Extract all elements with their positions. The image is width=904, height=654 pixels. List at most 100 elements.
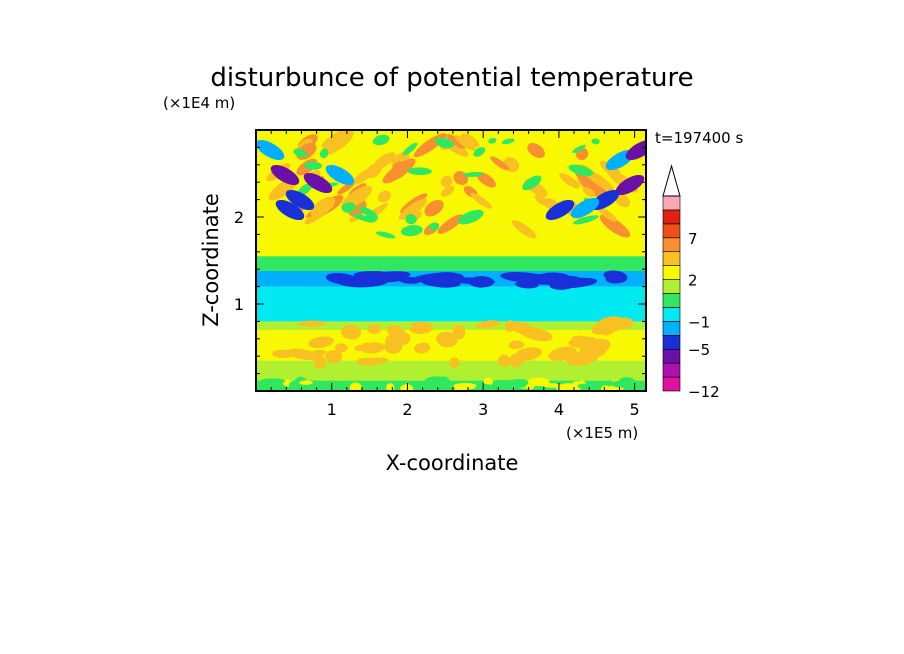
texture-warm-low bbox=[340, 324, 362, 340]
texture-warm bbox=[372, 152, 396, 170]
x-tick-label: 5 bbox=[630, 400, 640, 419]
texture-warm bbox=[490, 156, 509, 171]
texture-warm-low bbox=[308, 349, 327, 357]
texture-warm-low bbox=[361, 342, 385, 354]
field-band-1 bbox=[256, 360, 646, 381]
cold-lobe bbox=[325, 164, 355, 186]
texture-green bbox=[572, 215, 599, 225]
colorbar-swatch bbox=[662, 376, 681, 392]
texture-warm bbox=[476, 172, 496, 188]
texture-warm bbox=[599, 214, 631, 238]
texture-green bbox=[402, 142, 418, 156]
texture-bottom bbox=[260, 378, 286, 384]
texture-warm-low bbox=[409, 321, 434, 334]
texture-warm-low bbox=[566, 351, 596, 366]
colorbar-label: −12 bbox=[688, 383, 720, 401]
texture-bottom bbox=[299, 380, 313, 385]
cold-band bbox=[361, 271, 411, 283]
texture-warm-low bbox=[452, 324, 466, 340]
texture-warm-low bbox=[297, 320, 327, 327]
x-tick-label: 4 bbox=[554, 400, 564, 419]
texture-warm bbox=[398, 198, 428, 220]
time-label: t=197400 s bbox=[655, 129, 743, 147]
texture-green bbox=[293, 148, 308, 158]
cold-band bbox=[605, 272, 628, 284]
colorbar-swatch bbox=[662, 321, 681, 336]
x-tick-label: 1 bbox=[327, 400, 337, 419]
texture-bottom bbox=[453, 382, 478, 390]
x-tick-label: 3 bbox=[478, 400, 488, 419]
texture-bottom bbox=[474, 383, 496, 391]
colorbar-swatch bbox=[662, 265, 681, 280]
texture-green bbox=[405, 213, 417, 225]
cold-band bbox=[420, 276, 461, 288]
cold-lobe bbox=[570, 197, 600, 219]
texture-warm bbox=[597, 206, 617, 222]
texture-warm-low bbox=[325, 350, 343, 364]
texture-warm-low bbox=[334, 343, 348, 353]
texture-warm bbox=[461, 133, 480, 148]
texture-green bbox=[462, 172, 484, 177]
cold-band bbox=[450, 277, 496, 285]
texture-bottom bbox=[349, 382, 362, 391]
colorbar-swatch bbox=[662, 237, 681, 253]
texture-warm-low bbox=[613, 317, 634, 330]
field-band-4 bbox=[256, 286, 646, 322]
y-unit-label: (×1E4 m) bbox=[163, 94, 235, 112]
colorbar-swatch bbox=[662, 334, 681, 350]
texture-green bbox=[375, 231, 396, 239]
texture-warm bbox=[582, 186, 596, 198]
texture-green bbox=[319, 148, 329, 159]
texture-warm-low bbox=[508, 340, 525, 350]
texture-warm bbox=[615, 193, 631, 208]
texture-warm bbox=[377, 190, 391, 203]
texture-bottom bbox=[438, 376, 450, 386]
texture-warm-low bbox=[476, 320, 501, 329]
field-band-3 bbox=[256, 321, 646, 331]
colorbar-label: 2 bbox=[688, 272, 698, 290]
plot-frame bbox=[255, 129, 647, 392]
texture-bottom bbox=[577, 383, 595, 389]
cold-lobe bbox=[615, 174, 645, 196]
texture-warm bbox=[382, 158, 416, 184]
cold-lobe bbox=[256, 139, 285, 161]
cold-lobe bbox=[285, 189, 315, 211]
y-tick-label: 1 bbox=[234, 295, 244, 314]
y-tick-label: 2 bbox=[234, 208, 244, 227]
texture-warm-low bbox=[498, 354, 511, 367]
cold-lobe bbox=[545, 199, 575, 221]
colorbar-swatch bbox=[662, 209, 681, 225]
texture-green bbox=[568, 164, 594, 177]
colorbar-swatch bbox=[662, 195, 681, 211]
texture-green bbox=[341, 202, 356, 213]
texture-warm-low bbox=[436, 331, 458, 348]
texture-green bbox=[457, 209, 484, 225]
y-axis-label: Z-coordinate bbox=[199, 193, 223, 327]
colorbar-extend-arrow bbox=[662, 164, 681, 197]
chart-title: disturbunce of potential temperature bbox=[210, 63, 693, 93]
x-tick-label: 2 bbox=[402, 400, 412, 419]
texture-green bbox=[401, 225, 423, 237]
texture-warm bbox=[511, 220, 537, 239]
texture-green bbox=[435, 137, 454, 149]
texture-green bbox=[407, 167, 432, 176]
x-axis-label: X-coordinate bbox=[386, 451, 519, 475]
texture-green bbox=[353, 213, 374, 223]
texture-bottom bbox=[289, 381, 298, 389]
texture-green bbox=[429, 222, 440, 231]
texture-green bbox=[501, 138, 515, 145]
texture-bottom bbox=[527, 377, 550, 387]
colorbar-swatch bbox=[662, 223, 681, 239]
texture-green bbox=[488, 137, 497, 144]
texture-warm bbox=[310, 196, 336, 217]
texture-bottom bbox=[611, 380, 632, 388]
texture-warm-low bbox=[272, 349, 295, 359]
texture-warm-low bbox=[414, 342, 431, 354]
texture-warm-low bbox=[354, 344, 368, 352]
texture-bottom bbox=[600, 385, 611, 391]
texture-green bbox=[591, 138, 600, 145]
texture-warm-low bbox=[386, 325, 405, 337]
texture-warm bbox=[446, 134, 466, 149]
x-unit-label: (×1E5 m) bbox=[566, 424, 638, 442]
